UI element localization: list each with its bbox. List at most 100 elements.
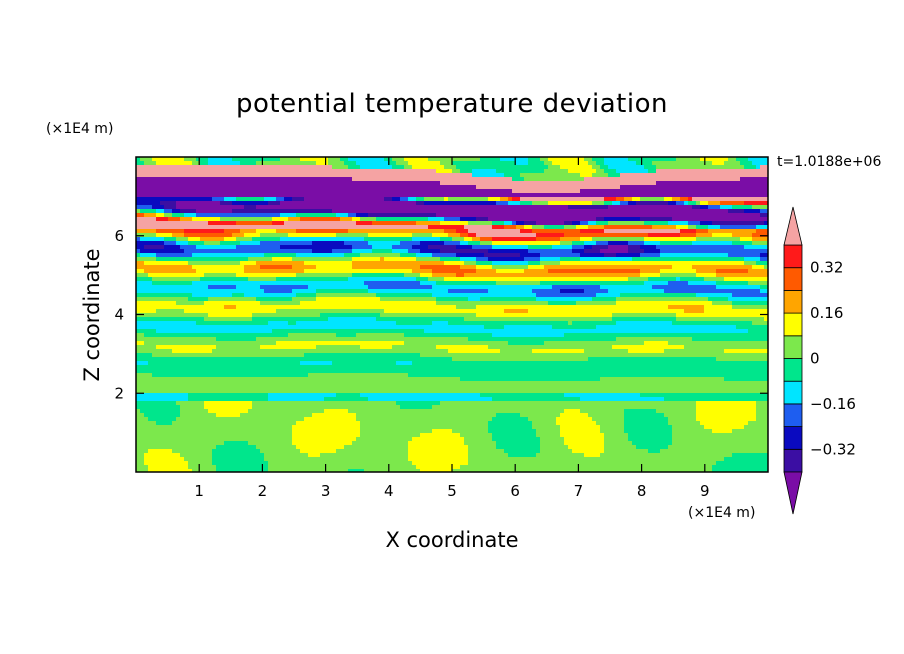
heatmap-cell bbox=[496, 221, 501, 226]
heatmap-cell bbox=[516, 173, 521, 178]
heatmap-cell bbox=[440, 213, 445, 218]
heatmap-cell bbox=[196, 193, 201, 198]
heatmap-cell bbox=[380, 237, 385, 242]
heatmap-cell bbox=[684, 193, 689, 198]
heatmap-cell bbox=[364, 217, 369, 222]
heatmap-cell bbox=[600, 205, 605, 210]
heatmap-cell bbox=[716, 173, 721, 178]
heatmap-cell bbox=[264, 173, 269, 178]
heatmap-cell bbox=[192, 233, 197, 238]
heatmap-cell bbox=[300, 193, 305, 198]
heatmap-cell bbox=[372, 209, 377, 214]
heatmap-cell bbox=[632, 253, 637, 258]
heatmap-cell bbox=[196, 269, 201, 274]
heatmap-cell bbox=[596, 161, 601, 166]
heatmap-cell bbox=[460, 253, 465, 258]
heatmap-cell bbox=[600, 249, 605, 254]
heatmap-cell bbox=[448, 161, 453, 166]
heatmap-cell bbox=[672, 177, 677, 182]
heatmap-cell bbox=[300, 209, 305, 214]
heatmap-cell bbox=[456, 249, 461, 254]
heatmap-cell bbox=[584, 269, 589, 274]
heatmap-cell bbox=[432, 261, 437, 266]
heatmap-cell bbox=[472, 213, 477, 218]
heatmap-cell bbox=[232, 197, 237, 202]
heatmap-cell bbox=[292, 169, 297, 174]
heatmap-cell bbox=[704, 165, 709, 170]
heatmap-cell bbox=[368, 201, 373, 206]
heatmap-cell bbox=[712, 213, 717, 218]
heatmap-cell bbox=[352, 229, 357, 234]
heatmap-cell bbox=[368, 237, 373, 242]
heatmap-cell bbox=[376, 221, 381, 226]
heatmap-cell bbox=[612, 241, 617, 246]
heatmap-cell bbox=[700, 173, 705, 178]
heatmap-cell bbox=[664, 185, 669, 190]
heatmap-cell bbox=[288, 249, 293, 254]
heatmap-cell bbox=[724, 225, 729, 230]
heatmap-cell bbox=[272, 201, 277, 206]
heatmap-cell bbox=[136, 265, 141, 270]
heatmap-cell bbox=[496, 281, 501, 286]
heatmap-cell bbox=[408, 213, 413, 218]
heatmap-cell bbox=[184, 193, 189, 198]
heatmap-cell bbox=[460, 197, 465, 202]
heatmap-cell bbox=[692, 241, 697, 246]
heatmap-cell bbox=[148, 237, 153, 242]
heatmap-cell bbox=[224, 269, 229, 274]
heatmap-cell bbox=[288, 221, 293, 226]
heatmap-cell bbox=[712, 177, 717, 182]
heatmap-cell bbox=[244, 229, 249, 234]
heatmap-cell bbox=[356, 277, 361, 282]
heatmap-cell bbox=[748, 193, 753, 198]
heatmap-cell bbox=[252, 209, 257, 214]
heatmap-cell bbox=[220, 221, 225, 226]
heatmap-cell bbox=[712, 241, 717, 246]
heatmap-cell bbox=[508, 197, 513, 202]
heatmap-cell bbox=[608, 217, 613, 222]
heatmap-cell bbox=[648, 265, 653, 270]
heatmap-cell bbox=[440, 229, 445, 234]
heatmap-cell bbox=[244, 205, 249, 210]
heatmap-cell bbox=[224, 205, 229, 210]
heatmap-cell bbox=[184, 229, 189, 234]
heatmap-cell bbox=[352, 173, 357, 178]
heatmap-cell bbox=[272, 213, 277, 218]
heatmap-cell bbox=[744, 185, 749, 190]
heatmap-cell bbox=[704, 161, 709, 166]
heatmap-cell bbox=[504, 277, 509, 282]
heatmap-cell bbox=[560, 273, 565, 278]
heatmap-cell bbox=[496, 261, 501, 266]
heatmap-cell bbox=[244, 257, 249, 262]
heatmap-cell bbox=[532, 229, 537, 234]
heatmap-cell bbox=[588, 277, 593, 282]
heatmap-cell bbox=[236, 253, 241, 258]
heatmap-cell bbox=[476, 253, 481, 258]
heatmap-cell bbox=[460, 213, 465, 218]
heatmap-cell bbox=[476, 181, 481, 186]
heatmap-cell bbox=[512, 265, 517, 270]
heatmap-cell bbox=[692, 213, 697, 218]
heatmap-cell bbox=[200, 233, 205, 238]
heatmap-cell bbox=[228, 193, 233, 198]
heatmap-cell bbox=[548, 261, 553, 266]
heatmap-cell bbox=[580, 181, 585, 186]
heatmap-cell bbox=[652, 241, 657, 246]
heatmap-cell bbox=[528, 261, 533, 266]
heatmap-cell bbox=[712, 265, 717, 270]
heatmap-cell bbox=[420, 257, 425, 262]
heatmap-cell bbox=[480, 165, 485, 170]
heatmap-cell bbox=[164, 169, 169, 174]
heatmap-cell bbox=[216, 165, 221, 170]
heatmap-cell bbox=[352, 185, 357, 190]
heatmap-cell bbox=[328, 161, 333, 166]
heatmap-cell bbox=[176, 193, 181, 198]
heatmap-cell bbox=[708, 177, 713, 182]
heatmap-cell bbox=[448, 245, 453, 250]
heatmap-cell bbox=[252, 273, 257, 278]
heatmap-cell bbox=[604, 221, 609, 226]
heatmap-cell bbox=[212, 225, 217, 230]
heatmap-cell bbox=[368, 213, 373, 218]
heatmap-cell bbox=[348, 173, 353, 178]
heatmap-cell bbox=[732, 233, 737, 238]
